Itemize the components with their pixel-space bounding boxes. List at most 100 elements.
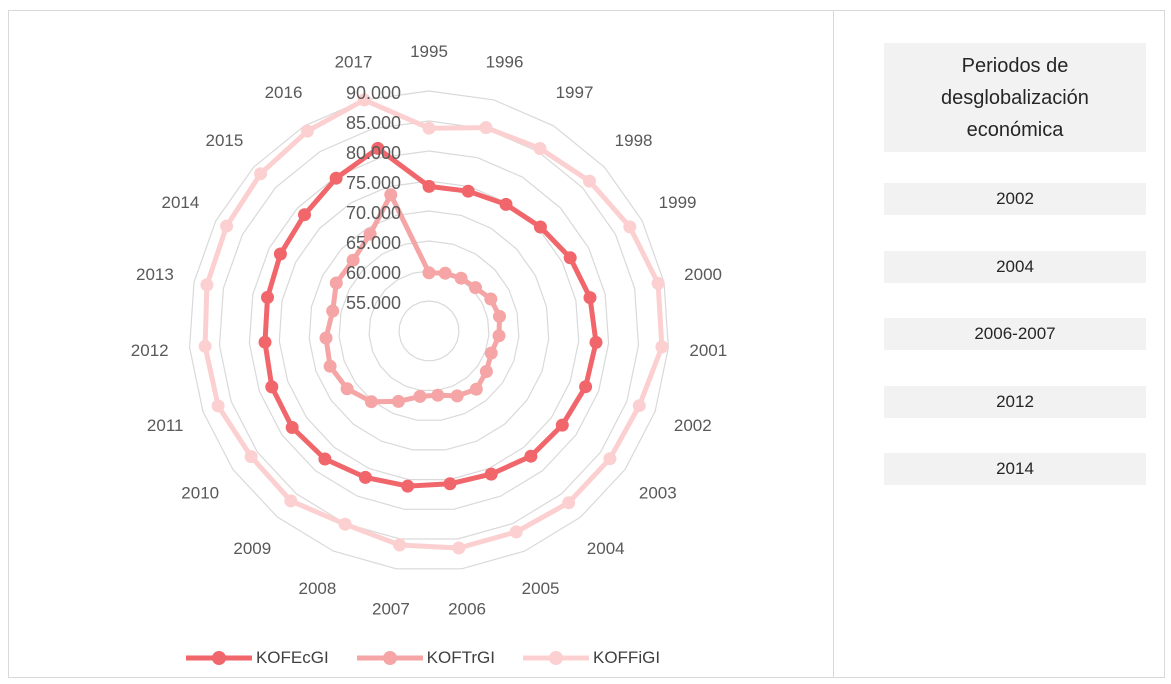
category-label: 1995 (410, 42, 448, 61)
data-point (384, 188, 398, 202)
data-point (357, 93, 371, 107)
data-point (220, 219, 234, 233)
data-point (454, 271, 468, 285)
period-box: 2012 (884, 386, 1146, 418)
data-point (244, 450, 258, 464)
data-point (298, 208, 311, 222)
grid-ring (368, 270, 490, 391)
data-point (254, 167, 268, 181)
data-point (285, 421, 299, 434)
data-point (261, 290, 274, 304)
data-point (346, 253, 360, 267)
chart-area: 55.000 60.000 65.000 70.000 75.000 80.000 85.0… (8, 10, 834, 678)
data-point (589, 335, 603, 349)
period-box: 2014 (884, 453, 1146, 485)
category-label: 2015 (205, 131, 243, 150)
legend: KOFEcGI KOFTrGI KOFFiGI (9, 643, 835, 673)
radial-tick-label: 90.000 (346, 83, 401, 103)
grid-ring (308, 210, 550, 451)
category-label: 2006 (448, 599, 486, 618)
data-point (493, 309, 506, 323)
data-point (524, 449, 538, 463)
category-label: 1997 (556, 83, 594, 102)
data-point (632, 399, 646, 413)
series-line (262, 145, 599, 489)
data-point (198, 339, 212, 353)
data-point (603, 452, 617, 466)
category-label: 2001 (689, 341, 727, 360)
data-point (461, 184, 475, 198)
category-label: 2009 (233, 539, 271, 558)
category-label: 2003 (639, 484, 677, 503)
data-point (443, 477, 457, 491)
data-point (211, 399, 225, 413)
data-point (391, 394, 405, 408)
category-label: 2011 (147, 416, 184, 435)
data-point (484, 346, 498, 360)
data-point (413, 389, 427, 403)
category-label: 2008 (298, 579, 336, 598)
radial-tick-label: 65.000 (346, 233, 401, 253)
category-label: 2012 (131, 341, 169, 360)
data-point (200, 278, 214, 292)
data-point (450, 389, 464, 403)
data-point (469, 382, 483, 396)
data-point (555, 418, 569, 432)
data-point (422, 266, 436, 280)
grid-ring (218, 120, 640, 540)
data-point (329, 171, 343, 185)
data-point (364, 395, 378, 409)
radial-tick-label: 55.000 (346, 293, 401, 313)
radar-chart: 55.000 60.000 65.000 70.000 75.000 80.000 85.0… (131, 42, 727, 618)
grid-ring (278, 180, 580, 481)
data-point (563, 251, 577, 265)
data-point (583, 291, 597, 305)
category-label: 2017 (335, 52, 373, 71)
deglobalization-panel: Periodos de desglobalización económica 2… (834, 10, 1165, 678)
period-box: 2004 (884, 251, 1146, 283)
data-point (422, 121, 436, 135)
legend-marker (522, 651, 589, 665)
category-label: 2010 (181, 484, 219, 503)
data-point (579, 380, 593, 394)
radial-tick-label: 60.000 (346, 263, 401, 283)
data-point (329, 276, 343, 290)
category-label: 1998 (615, 131, 653, 150)
data-point (452, 541, 466, 555)
data-point (300, 124, 314, 138)
data-point (323, 359, 337, 373)
data-point (651, 276, 665, 290)
data-point (358, 470, 372, 484)
data-point (393, 538, 407, 552)
data-point (469, 281, 482, 295)
category-label: 2004 (587, 539, 625, 558)
category-label: 2000 (684, 265, 722, 284)
data-point (562, 496, 576, 510)
radial-tick-label: 85.000 (346, 113, 401, 133)
data-point (655, 340, 669, 354)
legend-label: KOFEcGI (255, 648, 329, 667)
grid-ring (338, 240, 520, 421)
data-point (273, 247, 287, 261)
series-line (202, 97, 665, 551)
category-label: 2002 (674, 416, 712, 435)
radial-tick-label: 70.000 (346, 203, 401, 223)
category-label: 1996 (486, 52, 524, 71)
grid-ring (398, 300, 460, 362)
data-point (340, 382, 354, 396)
data-point (623, 220, 637, 234)
data-point (438, 266, 452, 280)
data-point (499, 197, 513, 211)
period-box: 2006-2007 (884, 318, 1146, 350)
grid-ring (188, 90, 670, 570)
data-point (326, 304, 340, 318)
data-point (484, 292, 498, 306)
data-point (533, 142, 547, 155)
data-point (479, 121, 493, 135)
period-box: 2002 (884, 183, 1146, 215)
data-point (258, 335, 272, 349)
data-point (431, 388, 445, 402)
legend-item-koftrgi: KOFTrGI (355, 648, 495, 668)
radial-tick-label: 80.000 (346, 143, 401, 163)
legend-item-kofecgi: KOFEcGI (184, 648, 329, 668)
